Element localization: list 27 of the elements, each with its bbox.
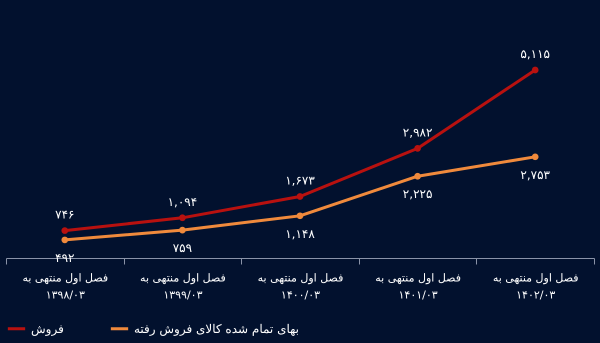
data-label: ۲,۷۵۳ xyxy=(520,168,551,182)
data-label: ۲,۲۲۵ xyxy=(402,187,432,202)
data-label: ۷۵۹ xyxy=(172,241,192,256)
point xyxy=(61,236,68,244)
point xyxy=(414,172,421,180)
data-label: ۱,۰۹۴ xyxy=(168,194,198,209)
data-label: ۷۴۶ xyxy=(55,208,74,222)
legend-label: فروش xyxy=(31,322,64,336)
x-tick-label: فصل اول منتهی به ۱۴۰۲/۰۳ xyxy=(492,272,579,302)
data-label: ۴۹۲ xyxy=(55,250,74,265)
data-label: ۱,۱۴۸ xyxy=(285,226,316,241)
point xyxy=(179,214,186,222)
data-label: ۱,۶۷۳ xyxy=(285,174,316,188)
x-tick-label: فصل اول منتهی به ۱۳۹۸/۰۳ xyxy=(22,272,108,302)
point xyxy=(414,145,421,152)
point xyxy=(296,193,304,200)
x-tick-label: فصل اول منتهی به ۱۳۹۹/۰۳ xyxy=(140,272,226,302)
x-tick-label: فصل اول منتهی به ۱۴۰۱/۰۳ xyxy=(375,272,461,302)
point xyxy=(296,212,304,220)
x-tick-label: فصل اول منتهی به ۱۴۰۰/۰۳ xyxy=(258,272,344,302)
data-label: ۲,۹۸۲ xyxy=(402,125,432,140)
point xyxy=(179,226,186,234)
point xyxy=(61,227,68,234)
legend-label: بهای تمام شده کالای فروش رفته xyxy=(134,322,299,336)
point xyxy=(532,153,539,160)
data-label: ۵,۱۱۵ xyxy=(520,47,550,61)
point xyxy=(532,66,539,74)
